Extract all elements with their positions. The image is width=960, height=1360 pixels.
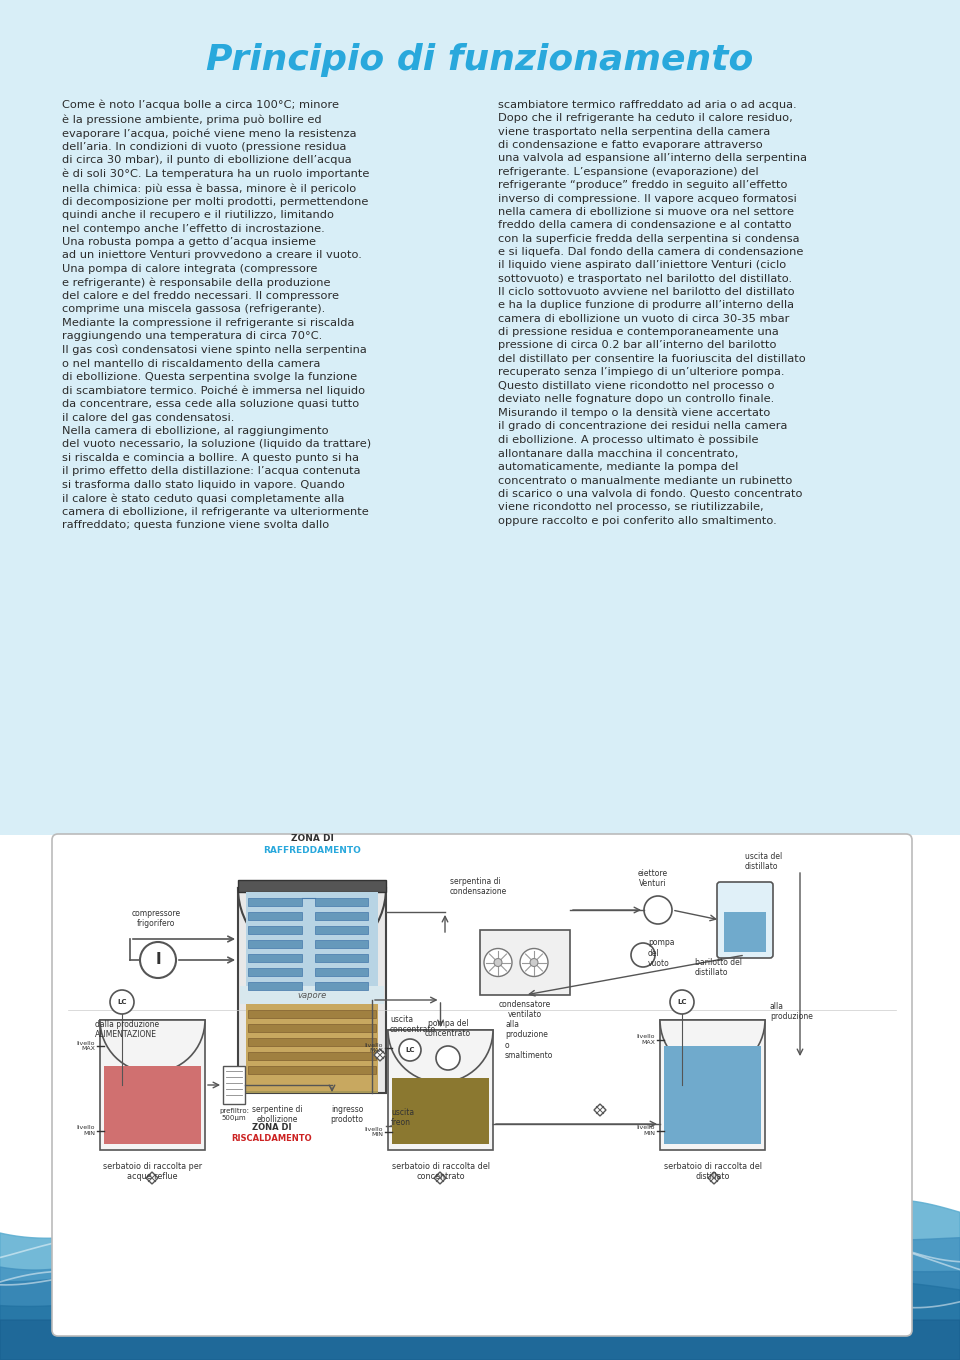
Circle shape (399, 1039, 421, 1061)
Text: condensatore
ventilato: condensatore ventilato (499, 1000, 551, 1020)
Text: barilotto del
distillato: barilotto del distillato (695, 957, 742, 978)
Text: serbatoio di raccolta del
distillato: serbatoio di raccolta del distillato (663, 1161, 761, 1182)
Bar (248, 1053, 376, 1059)
Bar (660, 1020, 765, 1151)
Text: ZONA DI: ZONA DI (291, 834, 333, 843)
Text: I: I (156, 952, 161, 967)
Polygon shape (708, 1172, 720, 1185)
Bar (248, 1010, 376, 1019)
Wedge shape (238, 888, 386, 962)
Bar (315, 926, 369, 934)
Text: pompa
del
vuoto: pompa del vuoto (648, 938, 675, 968)
Wedge shape (388, 1030, 493, 1083)
Circle shape (631, 942, 655, 967)
Bar (392, 1078, 489, 1144)
Text: livello
MAX: livello MAX (77, 1040, 95, 1051)
Text: alla
produzione
o
smaltimento: alla produzione o smaltimento (505, 1020, 553, 1061)
Text: serpentina di
condensazione: serpentina di condensazione (450, 877, 507, 896)
Text: RAFFREDDAMENTO: RAFFREDDAMENTO (263, 846, 361, 855)
Bar (315, 940, 369, 948)
Bar (100, 1020, 205, 1151)
Text: alla
produzione: alla produzione (770, 1002, 813, 1021)
Bar (248, 1038, 376, 1046)
Text: serpentine di
ebollizione: serpentine di ebollizione (252, 1104, 302, 1125)
Text: ZONA DI: ZONA DI (252, 1123, 292, 1132)
Bar (248, 926, 301, 934)
FancyBboxPatch shape (52, 834, 912, 1336)
Bar (246, 892, 378, 986)
Bar (315, 953, 369, 962)
Circle shape (110, 990, 134, 1015)
Text: Principio di funzionamento: Principio di funzionamento (206, 44, 754, 78)
Bar (248, 898, 301, 906)
Text: vapore: vapore (298, 990, 326, 1000)
Text: LC: LC (677, 1000, 686, 1005)
Text: uscita
freon: uscita freon (391, 1108, 414, 1127)
Text: serbatoio di raccolta per
acque reflue: serbatoio di raccolta per acque reflue (103, 1161, 202, 1182)
Wedge shape (100, 1020, 205, 1073)
Circle shape (436, 1046, 460, 1070)
Text: LC: LC (117, 1000, 127, 1005)
Bar (246, 1091, 378, 1093)
Text: LC: LC (405, 1047, 415, 1053)
Bar (238, 880, 386, 892)
Bar (248, 968, 301, 976)
Bar (315, 982, 369, 990)
Bar (480, 930, 570, 996)
Bar (248, 982, 301, 990)
Polygon shape (434, 1172, 446, 1185)
Text: prefiltro:
500μm: prefiltro: 500μm (219, 1108, 249, 1121)
Bar (664, 1046, 761, 1144)
Text: eiettore
Venturi: eiettore Venturi (638, 869, 668, 888)
Circle shape (644, 896, 672, 923)
Bar (724, 911, 766, 952)
Text: livello
MIN: livello MIN (365, 1126, 383, 1137)
Polygon shape (0, 835, 960, 1360)
Bar (315, 968, 369, 976)
Text: dalla produzione
ALIMENTAZIONE: dalla produzione ALIMENTAZIONE (95, 1020, 159, 1039)
Wedge shape (660, 1020, 765, 1073)
Bar (248, 940, 301, 948)
Polygon shape (146, 1172, 158, 1185)
Text: scambiatore termico raffreddato ad aria o ad acqua.
Dopo che il refrigerante ha : scambiatore termico raffreddato ad aria … (498, 101, 807, 525)
Bar (238, 888, 386, 1093)
Text: livello
MAX: livello MAX (636, 1034, 655, 1044)
Text: livello
MIN: livello MIN (77, 1125, 95, 1136)
FancyBboxPatch shape (717, 883, 773, 957)
Text: uscita del
distillato: uscita del distillato (745, 851, 782, 870)
Bar (315, 898, 369, 906)
Circle shape (484, 948, 512, 976)
Bar (104, 1065, 201, 1144)
Bar (248, 913, 301, 919)
Text: Come è noto l’acqua bolle a circa 100°C; minore
è la pressione ambiente, prima p: Come è noto l’acqua bolle a circa 100°C;… (62, 101, 372, 530)
Circle shape (494, 959, 502, 967)
Polygon shape (0, 0, 960, 835)
Circle shape (530, 959, 538, 967)
Circle shape (520, 948, 548, 976)
Bar (248, 1024, 376, 1032)
Text: RISCALDAMENTO: RISCALDAMENTO (231, 1134, 312, 1142)
Text: ingresso
prodotto: ingresso prodotto (330, 1104, 364, 1125)
Text: pompa del
concentrato: pompa del concentrato (425, 1019, 471, 1038)
Bar (315, 913, 369, 919)
Bar (246, 1004, 378, 1093)
Circle shape (140, 942, 176, 978)
Text: livello
MIN: livello MIN (636, 1125, 655, 1136)
Bar (248, 1066, 376, 1074)
Text: compressore
frigorifero: compressore frigorifero (132, 908, 180, 928)
Bar (223, 1066, 245, 1104)
Bar (240, 986, 384, 1004)
Bar (248, 953, 301, 962)
Polygon shape (594, 1104, 606, 1117)
Polygon shape (374, 1049, 386, 1061)
Bar (388, 1030, 493, 1151)
Text: livello
MAX: livello MAX (365, 1043, 383, 1054)
Circle shape (670, 990, 694, 1015)
Text: uscita
concentrato: uscita concentrato (390, 1015, 436, 1035)
Text: serbatoio di raccolta del
concentrato: serbatoio di raccolta del concentrato (392, 1161, 490, 1182)
